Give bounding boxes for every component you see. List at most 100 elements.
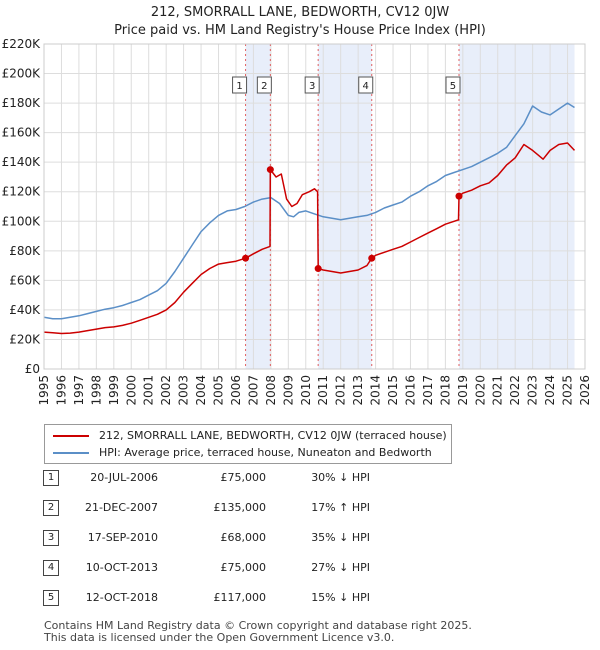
x-tick-label: 2025 xyxy=(561,375,575,406)
y-tick-label: £160K xyxy=(2,126,42,140)
sale-marker-box xyxy=(232,76,248,94)
sale-marker-label: 4 xyxy=(363,81,369,92)
legend: 212, SMORRALL LANE, BEDWORTH, CV12 0JW (… xyxy=(44,424,452,464)
x-tick-label: 2009 xyxy=(281,375,295,406)
price-chart: £0 £20K £40K £60K £80K £100K £120K £140K £160K £1… xyxy=(2,37,592,406)
x-tick-label: 2002 xyxy=(159,375,173,406)
sale-row: 1 20-JUL-2006 £75,000 30% ↓ HPI xyxy=(0,470,600,488)
sale-number: 1 xyxy=(43,470,59,486)
y-tick-label: £140K xyxy=(2,155,42,169)
sale-date: 17-SEP-2010 xyxy=(87,531,158,544)
x-tick-label: 2013 xyxy=(351,375,365,406)
sale-row: 4 10-OCT-2013 £75,000 27% ↓ HPI xyxy=(0,560,600,578)
sale-date: 12-OCT-2018 xyxy=(85,591,158,604)
x-tick-label: 1998 xyxy=(89,375,103,406)
y-tick-label: £20K xyxy=(9,332,41,346)
legend-label-property: 212, SMORRALL LANE, BEDWORTH, CV12 0JW (… xyxy=(99,429,447,442)
sale-point xyxy=(368,254,376,262)
x-tick-label: 2007 xyxy=(246,375,260,406)
sale-row: 2 21-DEC-2007 £135,000 17% ↑ HPI xyxy=(0,500,600,518)
x-tick-label: 2014 xyxy=(369,375,383,406)
sale-point xyxy=(266,166,274,174)
x-tick-label: 2012 xyxy=(334,375,348,406)
x-tick-label: 2016 xyxy=(403,375,417,406)
y-tick-label: £200K xyxy=(2,67,42,81)
shaded-period xyxy=(458,44,575,369)
x-tick-label: 1997 xyxy=(72,375,86,406)
sale-date: 10-OCT-2013 xyxy=(85,561,158,574)
shaded-period xyxy=(318,44,372,369)
x-tick-label: 2022 xyxy=(508,375,522,406)
x-tick-label: 2001 xyxy=(142,375,156,406)
sale-date: 20-JUL-2006 xyxy=(90,471,158,484)
sale-marker-label: 3 xyxy=(309,81,315,92)
chart-title-block: 212, SMORRALL LANE, BEDWORTH, CV12 0JW P… xyxy=(0,4,600,40)
sale-marker-label: 5 xyxy=(450,81,456,92)
x-tick-label: 2023 xyxy=(526,375,540,406)
x-tick-label: 2005 xyxy=(212,375,226,406)
chart-title: 212, SMORRALL LANE, BEDWORTH, CV12 0JW xyxy=(150,5,450,20)
y-tick-label: £40K xyxy=(9,303,41,317)
sale-number: 4 xyxy=(43,560,59,576)
y-tick-label: £80K xyxy=(9,244,41,258)
x-tick-label: 2024 xyxy=(543,375,557,406)
chart-subtitle: Price paid vs. HM Land Registry's House … xyxy=(114,23,486,38)
sale-price: £68,000 xyxy=(220,531,267,544)
sale-price: £75,000 xyxy=(220,471,267,484)
hpi-line xyxy=(43,102,575,320)
x-tick-label: 2017 xyxy=(421,375,435,406)
sale-number: 5 xyxy=(43,590,59,606)
sale-hpi-diff: 17% ↑ HPI xyxy=(311,501,370,514)
sale-hpi-diff: 30% ↓ HPI xyxy=(311,471,370,484)
sale-marker-box xyxy=(256,76,272,94)
x-tick-label: 2010 xyxy=(299,375,313,406)
sale-point xyxy=(314,265,322,273)
y-tick-label: £180K xyxy=(2,96,42,110)
sale-point xyxy=(455,192,463,200)
sale-marker-box xyxy=(445,76,461,94)
legend-swatch-property xyxy=(53,435,89,437)
x-tick-label: 2020 xyxy=(473,375,487,406)
x-tick-label: 2019 xyxy=(456,375,470,406)
sale-number: 2 xyxy=(43,500,59,516)
y-tick-label: £220K xyxy=(2,37,42,51)
x-tick-label: 2006 xyxy=(229,375,243,406)
x-tick-label: 2018 xyxy=(438,375,452,406)
x-tick-label: 1999 xyxy=(107,375,121,406)
footer-licence: This data is licensed under the Open Gov… xyxy=(44,631,395,644)
sale-point xyxy=(242,254,250,262)
sale-marker-box xyxy=(304,76,320,94)
sale-row: 3 17-SEP-2010 £68,000 35% ↓ HPI xyxy=(0,530,600,548)
sale-hpi-diff: 35% ↓ HPI xyxy=(311,531,370,544)
x-tick-label: 2004 xyxy=(194,375,208,406)
x-tick-label: 2008 xyxy=(264,375,278,406)
sale-row: 5 12-OCT-2018 £117,000 15% ↓ HPI xyxy=(0,590,600,608)
x-tick-label: 2015 xyxy=(386,375,400,406)
x-tick-label: 2011 xyxy=(316,375,330,406)
y-tick-label: £60K xyxy=(9,273,41,287)
shaded-period xyxy=(245,44,271,369)
sale-marker-box xyxy=(358,76,374,94)
y-tick-label: £120K xyxy=(2,185,42,199)
y-tick-label: £0 xyxy=(25,362,40,376)
sale-price: £75,000 xyxy=(220,561,267,574)
footer-copyright: Contains HM Land Registry data © Crown c… xyxy=(44,619,472,632)
plot-border xyxy=(43,43,586,370)
sale-price: £117,000 xyxy=(213,591,267,604)
sale-marker-label: 2 xyxy=(261,81,267,92)
x-tick-label: 2000 xyxy=(124,375,138,406)
sale-hpi-diff: 27% ↓ HPI xyxy=(311,561,370,574)
property-price-line xyxy=(43,142,576,335)
sale-date: 21-DEC-2007 xyxy=(84,501,158,514)
legend-swatch-hpi xyxy=(53,452,89,454)
x-tick-label: 2026 xyxy=(578,375,592,406)
sale-price: £135,000 xyxy=(213,501,267,514)
legend-label-hpi: HPI: Average price, terraced house, Nune… xyxy=(99,446,432,459)
x-tick-label: 1995 xyxy=(37,375,51,406)
sale-marker-label: 1 xyxy=(236,81,242,92)
footer: Contains HM Land Registry data © Crown c… xyxy=(44,620,472,644)
x-tick-label: 2003 xyxy=(177,375,191,406)
x-tick-label: 2021 xyxy=(491,375,505,406)
y-tick-label: £100K xyxy=(2,214,42,228)
sale-hpi-diff: 15% ↓ HPI xyxy=(311,591,370,604)
